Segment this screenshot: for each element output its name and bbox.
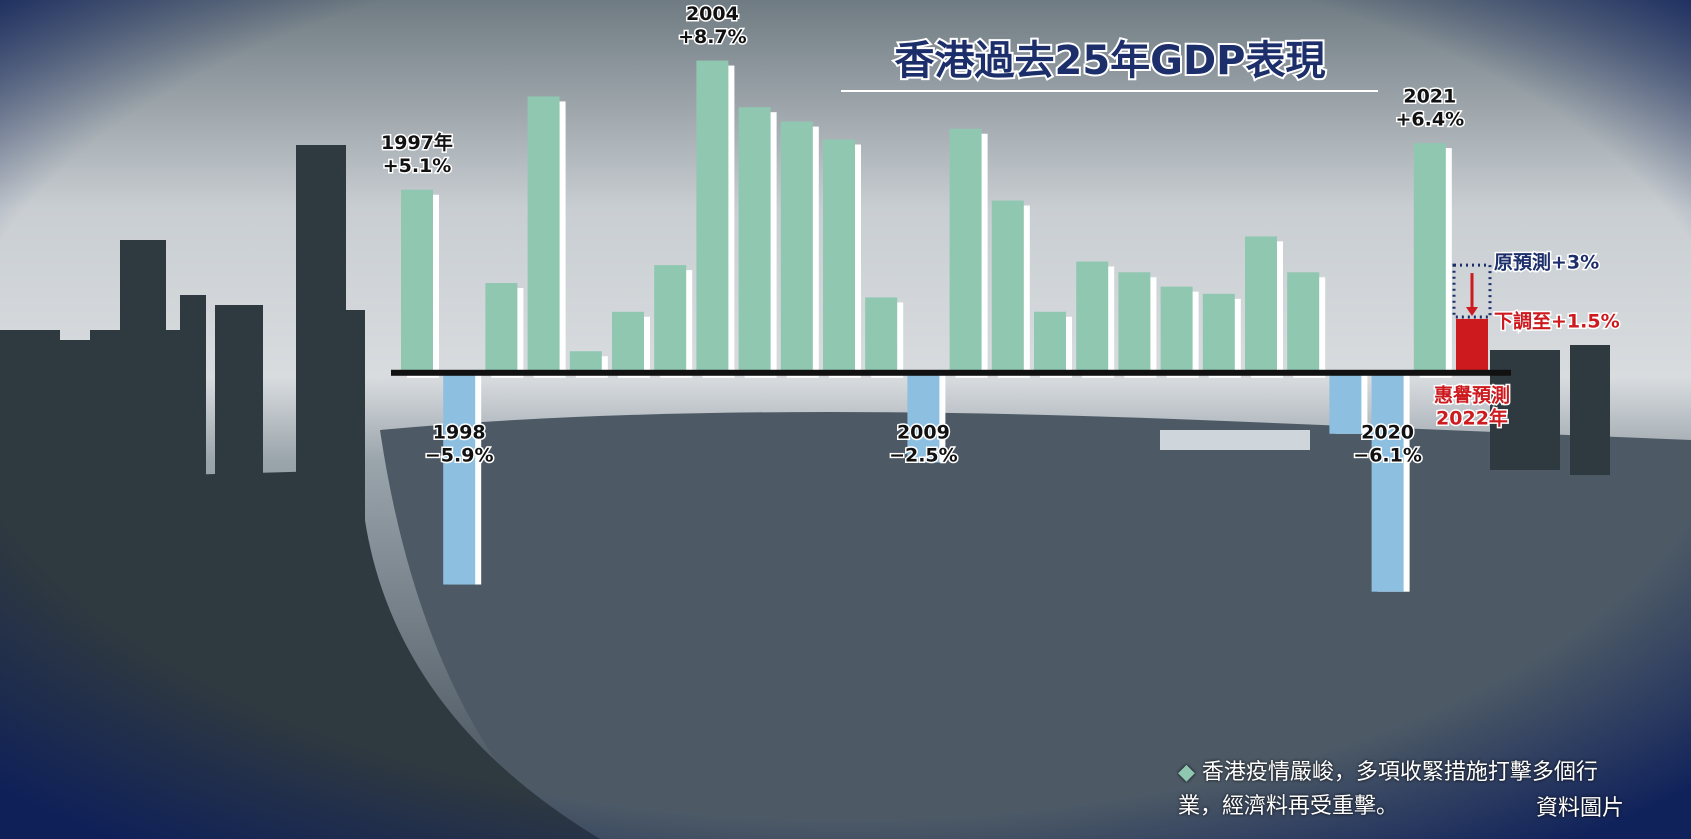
- bar: [1245, 236, 1277, 373]
- bar: [612, 311, 644, 373]
- credit: 資料圖片: [1535, 796, 1624, 821]
- bar: [569, 351, 602, 373]
- bar: [1413, 143, 1446, 373]
- x-label: 1997年: [381, 131, 453, 154]
- value-label: −6.1%: [1353, 444, 1422, 466]
- bar: [443, 372, 476, 585]
- forecast-label: 惠譽預測: [1434, 383, 1510, 406]
- x-label: 2020: [1361, 421, 1414, 443]
- value-label: 下調至+1.5%: [1494, 309, 1620, 332]
- bar: [1456, 318, 1488, 373]
- x-label: 2022年: [1436, 406, 1508, 429]
- bullet: ◆: [1178, 760, 1202, 785]
- bar: [1371, 372, 1404, 592]
- value-label: −5.9%: [425, 444, 494, 466]
- bar: [1329, 372, 1362, 434]
- bar: [991, 200, 1024, 373]
- bar: [696, 60, 729, 373]
- bar: [1160, 286, 1193, 373]
- bar: [1287, 272, 1320, 373]
- caption: ◆ 香港疫情嚴峻，多項收緊措施打擊多個行業，經濟料再受重擊。: [1178, 756, 1630, 824]
- x-label: 2009: [897, 421, 950, 443]
- bar: [865, 297, 898, 373]
- x-label: 2004: [686, 3, 739, 25]
- value-label: +5.1%: [383, 155, 452, 177]
- bar: [1076, 261, 1109, 373]
- baseline: [391, 369, 1511, 376]
- original-forecast-label: 原預測+3%: [1494, 251, 1599, 274]
- arrow-head: [1466, 306, 1478, 316]
- caption-text: 香港疫情嚴峻，多項收緊措施打擊多個行業，經濟料再受重擊。: [1178, 760, 1598, 819]
- chart-title: 香港過去25年GDP表現: [894, 38, 1325, 84]
- value-label: −2.5%: [889, 444, 958, 466]
- bar: [949, 128, 982, 373]
- bar: [1118, 272, 1151, 373]
- bar: [485, 283, 518, 373]
- x-label: 2021: [1403, 86, 1456, 108]
- bar: [907, 372, 940, 463]
- x-label: 1998: [433, 421, 486, 443]
- bar: [738, 107, 771, 373]
- bar: [527, 96, 560, 373]
- value-label: +6.4%: [1395, 109, 1464, 131]
- value-label: +8.7%: [678, 26, 747, 48]
- bar: [1034, 311, 1066, 373]
- bar: [780, 121, 813, 373]
- bar: [654, 265, 687, 373]
- bar: [401, 189, 433, 373]
- original-forecast: [1452, 263, 1492, 319]
- bar: [1202, 293, 1235, 373]
- bar: [823, 139, 855, 373]
